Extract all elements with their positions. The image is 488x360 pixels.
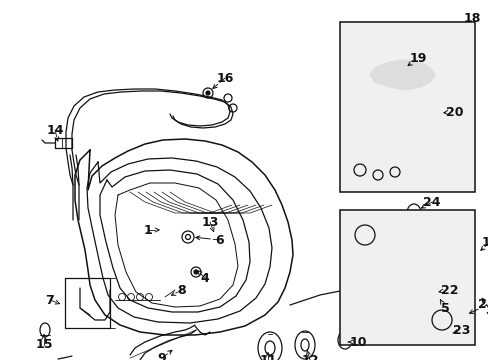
Text: 5: 5 (440, 302, 448, 315)
Text: 10: 10 (348, 336, 366, 348)
Bar (339, 210, 474, 345)
Text: 1: 1 (143, 224, 152, 237)
Text: 4: 4 (200, 271, 209, 284)
Text: 17: 17 (480, 235, 488, 248)
Text: 14: 14 (46, 123, 63, 136)
Text: 13: 13 (201, 216, 218, 229)
Text: 18: 18 (462, 12, 480, 24)
Bar (65, 278, 110, 328)
Bar (355, 235, 373, 280)
Text: 6: 6 (215, 234, 224, 247)
Text: 8: 8 (177, 284, 186, 297)
Circle shape (205, 91, 209, 95)
Text: 3: 3 (485, 303, 488, 316)
Text: 9: 9 (157, 351, 166, 360)
Text: 11: 11 (259, 354, 276, 360)
Text: 16: 16 (216, 72, 233, 85)
Polygon shape (369, 60, 434, 90)
Text: 22: 22 (440, 284, 458, 297)
Text: 19: 19 (408, 51, 426, 64)
Text: 23: 23 (452, 324, 470, 337)
Text: 24: 24 (423, 195, 440, 208)
Text: 15: 15 (35, 338, 53, 351)
Text: 12: 12 (301, 354, 318, 360)
Circle shape (194, 270, 198, 274)
Text: 7: 7 (45, 293, 54, 306)
Bar (339, 22, 474, 192)
Text: 20: 20 (446, 105, 463, 118)
Text: 21: 21 (477, 298, 488, 311)
